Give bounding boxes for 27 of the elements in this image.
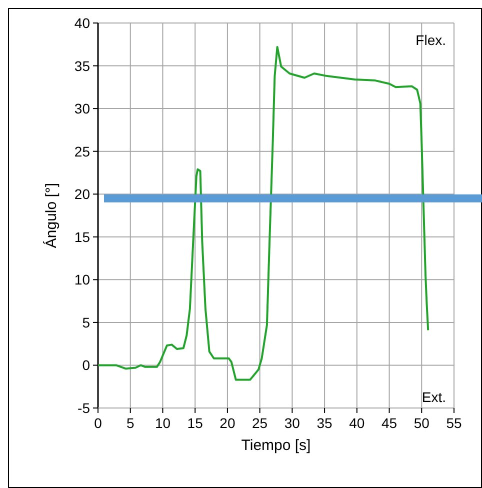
- y-tick-label: 35: [74, 58, 90, 74]
- y-tick-label: 40: [74, 15, 90, 31]
- x-tick-label: 30: [284, 415, 300, 431]
- y-tick-label: -5: [78, 400, 90, 416]
- x-tick-label: 20: [220, 415, 236, 431]
- annotation: Flex.: [416, 32, 446, 48]
- y-tick-label: 20: [74, 186, 90, 202]
- y-tick-label: 5: [82, 314, 90, 330]
- y-tick-label: 30: [74, 100, 90, 117]
- x-tick-label: 35: [316, 415, 333, 431]
- x-tick-label: 0: [94, 415, 102, 431]
- y-tick-label: 25: [74, 143, 90, 160]
- x-tick-label: 40: [349, 415, 365, 431]
- x-tick-label: 45: [381, 415, 398, 431]
- x-tick-label: 5: [126, 415, 134, 431]
- y-axis-title: Ángulo [°]: [42, 182, 60, 248]
- x-axis-title: Tiempo [s]: [241, 437, 311, 454]
- annotation: Ext.: [422, 389, 446, 405]
- x-tick-label: 10: [154, 415, 171, 431]
- x-tick-label: 50: [414, 415, 430, 431]
- y-tick-label: 15: [74, 228, 90, 245]
- y-tick-label: 0: [82, 357, 90, 374]
- x-tick-label: 25: [252, 415, 268, 431]
- x-tick-label: 15: [187, 415, 204, 431]
- line-series: [97, 46, 430, 381]
- x-tick-label: 55: [446, 415, 462, 431]
- y-tick-label: 10: [74, 272, 90, 288]
